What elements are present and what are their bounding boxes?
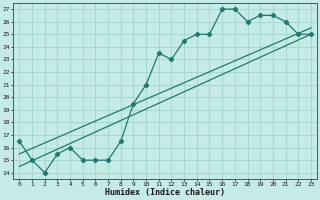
X-axis label: Humidex (Indice chaleur): Humidex (Indice chaleur) bbox=[105, 188, 225, 197]
